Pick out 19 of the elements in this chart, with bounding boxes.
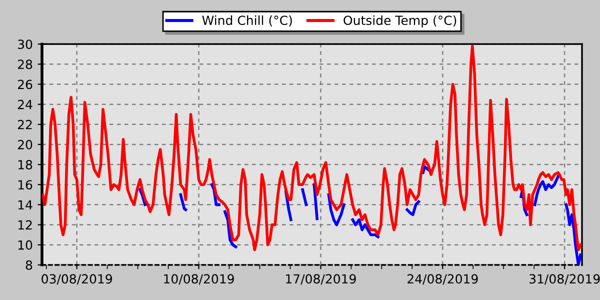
y-tick-label: 28 <box>18 60 32 70</box>
y-tick-label: 14 <box>18 200 32 210</box>
x-tick-label: 10/08/2019 <box>164 274 234 285</box>
y-tick-label: 10 <box>18 240 32 250</box>
y-tick-label: 8 <box>26 260 32 270</box>
y-tick-label: 16 <box>18 180 32 190</box>
x-tick-label: 03/08/2019 <box>42 274 112 285</box>
y-tick-label: 30 <box>18 40 32 50</box>
y-tick-label: 26 <box>18 80 32 90</box>
legend-label: Wind Chill (°C) <box>202 15 292 27</box>
legend-label: Outside Temp (°C) <box>344 15 456 28</box>
x-tick-label: 31/08/2019 <box>530 274 600 285</box>
y-tick-label: 22 <box>18 120 32 130</box>
x-tick-label: 24/08/2019 <box>408 274 478 285</box>
y-tick-label: 12 <box>18 220 32 230</box>
x-tick-label: 17/08/2019 <box>286 274 356 285</box>
y-tick-label: 24 <box>18 100 32 110</box>
y-tick-label: 18 <box>18 160 32 170</box>
y-tick-label: 20 <box>18 140 32 150</box>
